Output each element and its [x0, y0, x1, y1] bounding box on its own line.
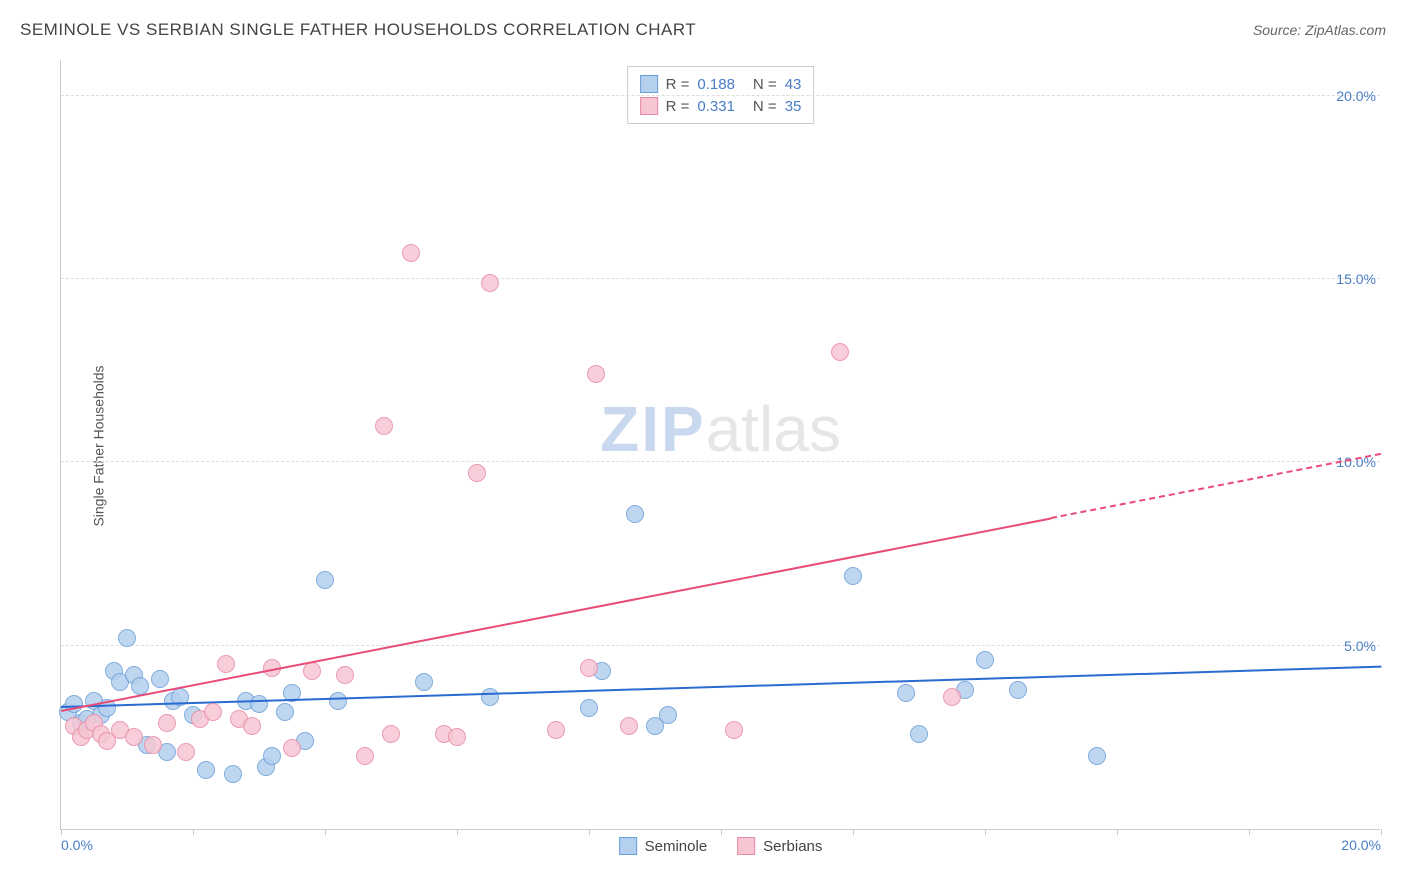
x-tick [61, 829, 62, 835]
chart-header: SEMINOLE VS SERBIAN SINGLE FATHER HOUSEH… [20, 20, 1386, 40]
gridline [61, 278, 1380, 279]
legend-label-seminole: Seminole [645, 838, 708, 855]
trend-line-dashed [1051, 453, 1381, 519]
data-point [831, 343, 849, 361]
data-point [943, 688, 961, 706]
data-point [910, 725, 928, 743]
r-label: R = [666, 98, 690, 115]
data-point [976, 651, 994, 669]
gridline [61, 461, 1380, 462]
data-point [580, 699, 598, 717]
chart-plot-area: ZIPatlas R = 0.188 N = 43 R = 0.331 N = … [60, 60, 1380, 830]
x-tick [589, 829, 590, 835]
chart-source: Source: ZipAtlas.com [1253, 22, 1386, 38]
data-point [329, 692, 347, 710]
n-value-seminole: 43 [785, 76, 802, 93]
data-point [481, 274, 499, 292]
watermark: ZIPatlas [600, 392, 841, 466]
data-point [1009, 681, 1027, 699]
legend-swatch-serbians [737, 837, 755, 855]
data-point [375, 417, 393, 435]
data-point [158, 714, 176, 732]
data-point [250, 695, 268, 713]
data-point [243, 717, 261, 735]
data-point [468, 464, 486, 482]
data-point [276, 703, 294, 721]
legend-item-seminole: Seminole [619, 837, 708, 855]
data-point [197, 761, 215, 779]
n-label: N = [753, 76, 777, 93]
data-point [547, 721, 565, 739]
data-point [224, 765, 242, 783]
legend-label-serbians: Serbians [763, 838, 822, 855]
watermark-zip: ZIP [600, 393, 706, 465]
legend-bottom: Seminole Serbians [619, 837, 823, 855]
r-label: R = [666, 76, 690, 93]
data-point [303, 662, 321, 680]
r-value-serbians: 0.331 [697, 98, 735, 115]
x-tick [325, 829, 326, 835]
x-tick [193, 829, 194, 835]
x-tick [1249, 829, 1250, 835]
x-tick [853, 829, 854, 835]
data-point [1088, 747, 1106, 765]
data-point [283, 739, 301, 757]
data-point [336, 666, 354, 684]
y-tick-label: 5.0% [1344, 638, 1376, 654]
trend-line [61, 517, 1051, 711]
r-value-seminole: 0.188 [697, 76, 735, 93]
data-point [725, 721, 743, 739]
x-tick [1381, 829, 1382, 835]
swatch-serbians [640, 97, 658, 115]
x-tick [457, 829, 458, 835]
y-tick-label: 20.0% [1336, 88, 1376, 104]
x-tick [721, 829, 722, 835]
n-value-serbians: 35 [785, 98, 802, 115]
data-point [204, 703, 222, 721]
x-tick-label: 20.0% [1341, 837, 1381, 853]
data-point [448, 728, 466, 746]
y-tick-label: 15.0% [1336, 271, 1376, 287]
data-point [118, 629, 136, 647]
data-point [316, 571, 334, 589]
legend-item-serbians: Serbians [737, 837, 822, 855]
chart-title: SEMINOLE VS SERBIAN SINGLE FATHER HOUSEH… [20, 20, 696, 40]
data-point [263, 747, 281, 765]
data-point [626, 505, 644, 523]
data-point [125, 728, 143, 746]
stat-row-serbians: R = 0.331 N = 35 [640, 95, 802, 117]
x-tick-label: 0.0% [61, 837, 93, 853]
swatch-seminole [640, 75, 658, 93]
legend-swatch-seminole [619, 837, 637, 855]
data-point [620, 717, 638, 735]
data-point [659, 706, 677, 724]
n-label: N = [753, 98, 777, 115]
data-point [217, 655, 235, 673]
stat-row-seminole: R = 0.188 N = 43 [640, 73, 802, 95]
x-tick [985, 829, 986, 835]
data-point [897, 684, 915, 702]
data-point [151, 670, 169, 688]
data-point [402, 244, 420, 262]
data-point [382, 725, 400, 743]
data-point [356, 747, 374, 765]
data-point [177, 743, 195, 761]
x-tick [1117, 829, 1118, 835]
gridline [61, 95, 1380, 96]
gridline [61, 645, 1380, 646]
data-point [144, 736, 162, 754]
data-point [844, 567, 862, 585]
data-point [580, 659, 598, 677]
data-point [415, 673, 433, 691]
data-point [587, 365, 605, 383]
watermark-atlas: atlas [706, 393, 841, 465]
data-point [481, 688, 499, 706]
